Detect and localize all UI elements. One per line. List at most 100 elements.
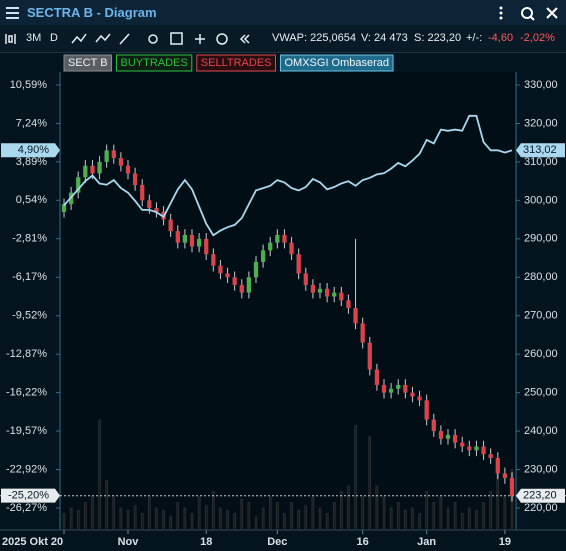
- candle-body: [246, 277, 252, 293]
- candle-body: [132, 173, 138, 185]
- legend-chip: [63, 54, 113, 72]
- candle-body: [346, 300, 351, 309]
- candle-body: [467, 446, 472, 451]
- candle-body: [388, 388, 394, 393]
- candle-body: [417, 396, 422, 401]
- candle-body: [83, 165, 88, 178]
- candle-body: [225, 273, 230, 278]
- y-tick-label: -26,27%: [6, 502, 47, 514]
- volume-bar: [425, 491, 428, 531]
- volume-bar: [261, 507, 265, 531]
- legend-item: SELLTRADES: [196, 54, 276, 72]
- y-tick-label: -6,17%: [12, 271, 47, 283]
- last-price: S: 223,20: [414, 32, 462, 44]
- candle-body: [303, 273, 308, 285]
- volume-bar: [247, 502, 251, 531]
- value-marker-label: 4,90%: [18, 144, 49, 156]
- y-tick-label: -2,81%: [12, 233, 47, 245]
- volume-bar: [503, 496, 507, 531]
- x-tick-label: 16: [357, 536, 369, 548]
- candle-body: [474, 446, 479, 451]
- window-controls: [499, 6, 558, 21]
- volume-bar: [276, 502, 279, 531]
- candle-body: [445, 434, 451, 439]
- volume-bar: [183, 507, 187, 531]
- volume-bar: [283, 513, 286, 531]
- y-tick-label: -9,52%: [12, 310, 47, 322]
- y2-tick-label: 230,00: [524, 463, 558, 475]
- menu-icon[interactable]: [6, 7, 20, 19]
- volume-bar: [382, 496, 386, 531]
- interval-button[interactable]: D: [50, 32, 58, 44]
- volume-bar: [140, 513, 144, 531]
- candle-body: [118, 158, 124, 166]
- legend-item: BUYTRADES: [116, 54, 193, 72]
- volume-bar: [446, 507, 450, 531]
- candle-body: [204, 238, 209, 255]
- candle-body: [111, 150, 116, 159]
- y-tick-label: 0,54%: [16, 194, 47, 206]
- candle-body: [140, 184, 145, 201]
- volume-bar: [332, 502, 336, 531]
- candle-body: [339, 292, 344, 301]
- volume-bar: [460, 513, 464, 531]
- volume-bar: [126, 509, 130, 531]
- candle-body: [488, 454, 493, 459]
- candle-body: [452, 434, 458, 443]
- change-pct: -2,02%: [520, 32, 555, 44]
- y2-tick-label: 220,00: [524, 502, 558, 514]
- legend-chip: [280, 54, 394, 72]
- volume-bar: [396, 502, 400, 531]
- candle-body: [502, 473, 508, 479]
- chart: SECT B BUYTRADES SELLTRADES OMXSGI Ombasera…: [0, 54, 566, 548]
- volume-bar: [304, 505, 308, 531]
- candle-body: [154, 208, 159, 212]
- volume-bar: [162, 509, 165, 531]
- candle-body: [275, 234, 280, 243]
- legend-label: OMXSGI Ombaserad: [285, 57, 390, 69]
- candle-body: [182, 234, 188, 243]
- y2-tick-label: 240,00: [524, 425, 558, 437]
- value-marker: [1, 143, 60, 158]
- candle-body: [360, 323, 365, 343]
- candle-body: [104, 150, 109, 162]
- volume-bar: [354, 425, 357, 531]
- volume-bar: [340, 491, 343, 531]
- candle-body: [196, 238, 202, 247]
- volume-bar: [290, 502, 293, 531]
- volume-bar: [69, 507, 73, 531]
- candle-body: [396, 384, 401, 389]
- candle-body: [438, 431, 444, 439]
- volume-bar: [297, 509, 300, 531]
- candle-body: [509, 478, 515, 496]
- candle-body: [374, 369, 380, 385]
- y-tick-label: -19,57%: [6, 425, 47, 437]
- legend-item: SECT B: [63, 54, 113, 72]
- x-tick-label: 2025 Okt 20: [2, 536, 63, 548]
- candle-body: [253, 261, 259, 278]
- range-button[interactable]: 3M: [26, 32, 42, 44]
- volume-bar: [84, 502, 87, 531]
- candle-body: [310, 284, 316, 293]
- toolbar: 3M D VWAP: 225,0654 V: 24 473 S: 223,20 …: [0, 25, 566, 53]
- candle-body: [211, 254, 216, 266]
- volume-bar: [197, 496, 201, 531]
- vwap: VWAP: 225,0654: [272, 32, 356, 44]
- index-line: [63, 114, 513, 237]
- candle-body: [431, 419, 436, 432]
- candle-body: [424, 400, 429, 420]
- candle-body: [232, 277, 237, 285]
- volume-bar: [62, 513, 66, 531]
- value-marker-label: 313,02: [523, 144, 557, 156]
- volume-bar: [347, 485, 350, 531]
- volume-bar: [190, 513, 194, 531]
- volume-bar: [268, 496, 272, 531]
- y2-tick-label: 300,00: [524, 194, 558, 206]
- volume-bar: [76, 509, 80, 531]
- candle-body: [125, 165, 131, 174]
- legend-label: SELLTRADES: [201, 57, 272, 69]
- candle-body: [90, 165, 95, 174]
- y2-tick-label: 270,00: [524, 310, 558, 322]
- volume-bar: [254, 516, 258, 531]
- volume-bar: [176, 502, 180, 531]
